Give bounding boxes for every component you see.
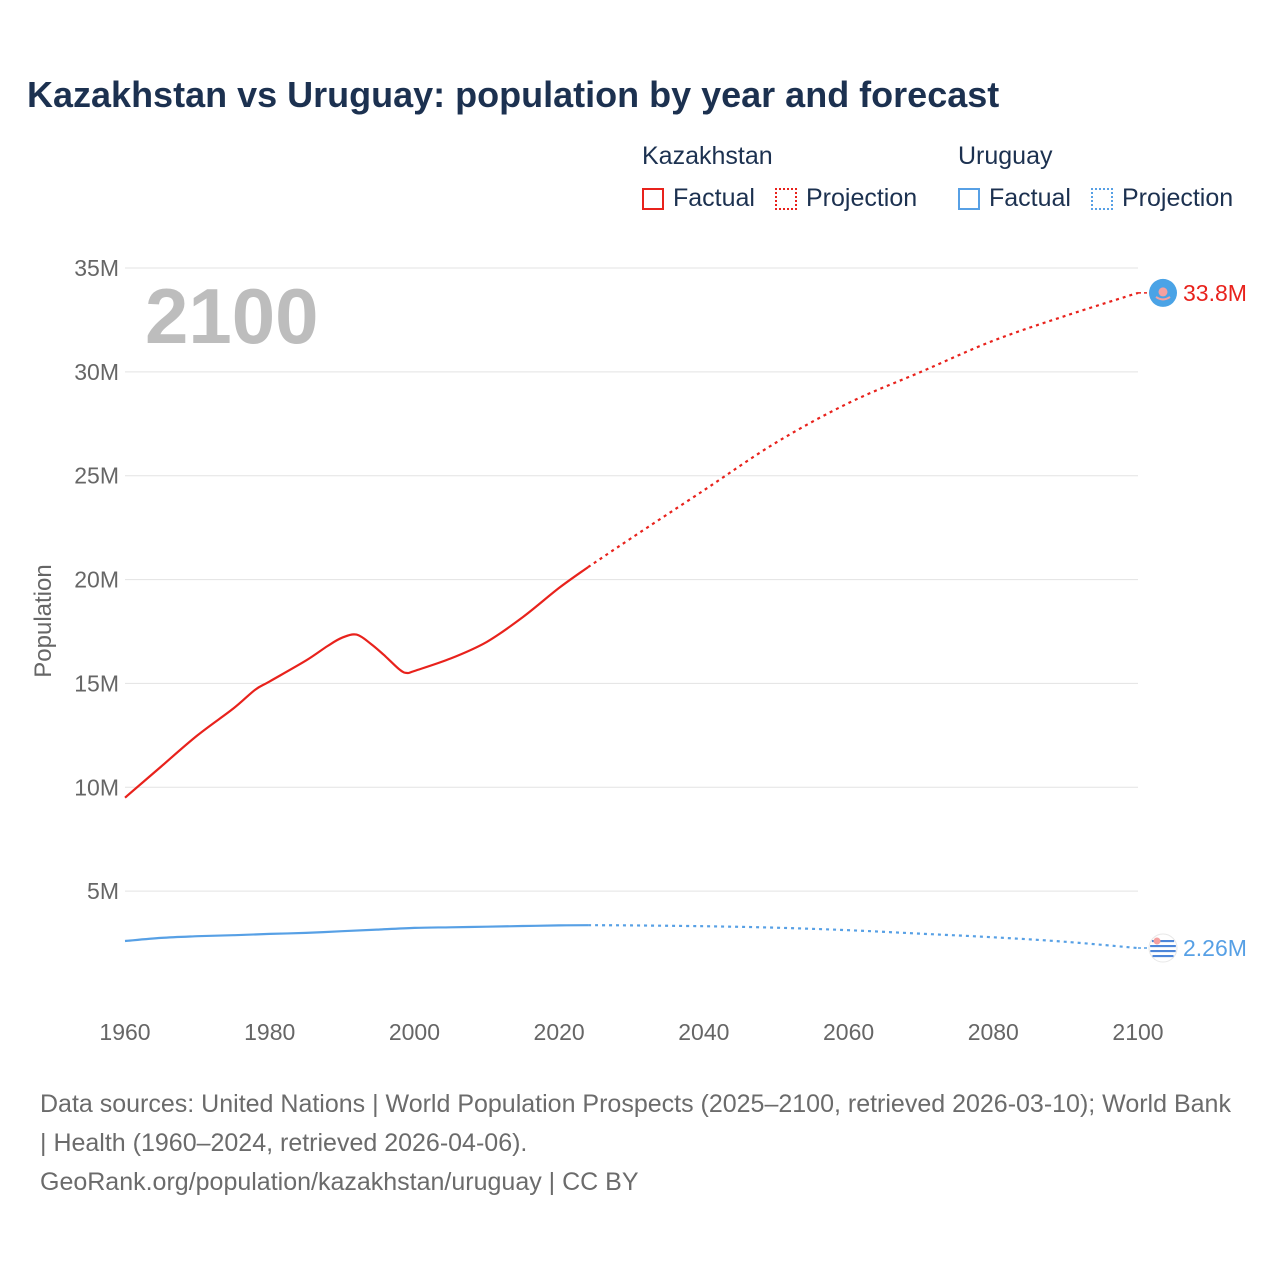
x-tick-label: 2100 [1112,1019,1163,1045]
x-tick-label: 2080 [968,1019,1019,1045]
series-uruguay-factual [124,924,589,943]
legend-item-factual[interactable]: Factual [958,184,1071,213]
legend-swatch-dotted [775,187,797,210]
flag-background [1148,933,1178,963]
flag-sun [1158,287,1168,297]
flag-eagle [1155,296,1171,301]
x-tick-label: 2040 [678,1019,729,1045]
credit-link[interactable]: GeoRank.org/population/kazakhstan/urugua… [40,1168,639,1196]
x-tick-label: 2000 [389,1019,440,1045]
y-tick-label: 30M [74,359,119,385]
legend-group-title: Uruguay [958,142,1053,170]
legend-swatch-dotted [1091,187,1113,210]
legend-item-label: Projection [806,184,918,212]
x-tick-label: 2060 [823,1019,874,1045]
legend-swatch-solid [642,187,664,210]
x-tick-label: 2020 [534,1019,585,1045]
end-value-label-kazakhstan: 33.8M [1183,280,1247,306]
flag-sun [1153,937,1161,945]
series-kazakhstan-projection [587,291,1139,569]
legend-item-projection[interactable]: Projection [1091,184,1233,213]
end-value-label-uruguay: 2.26M [1183,935,1247,961]
y-tick-label: 35M [74,255,119,281]
y-tick-label: 20M [74,567,119,593]
legend-item-label: Factual [673,184,755,212]
chart-title: Kazakhstan vs Uruguay: population by yea… [27,74,1000,115]
legend-item-label: Projection [1122,184,1234,212]
series [124,291,1139,950]
legend-item-projection[interactable]: Projection [775,184,917,213]
current-year-badge: 2100 [145,272,319,360]
legend-swatch-solid [958,187,980,210]
gridlines [125,267,1138,892]
legend-item-factual[interactable]: Factual [642,184,755,213]
series-kazakhstan-factual [124,566,589,799]
series-uruguay-projection [588,924,1139,950]
data-sources-note: Data sources: United Nations | World Pop… [40,1090,1231,1157]
footer: Data sources: United Nations | World Pop… [40,1085,1240,1202]
y-axis-title: Population [30,564,57,677]
x-tick-label: 1960 [99,1019,150,1045]
y-tick-label: 15M [74,670,119,696]
y-tick-label: 25M [74,463,119,489]
x-tick-label: 1980 [244,1019,295,1045]
y-tick-label: 5M [87,878,119,904]
axes: 5M 10M 15M 20M 25M 30M 35M 1960 1980 2000 2020 2040… [74,255,1163,1045]
legend-item-label: Factual [989,184,1071,212]
y-tick-label: 10M [74,774,119,800]
flag-kazakhstan-icon [1149,278,1177,307]
legend-group-title: Kazakhstan [642,142,773,170]
end-markers: 33.8M 2.26M [1138,278,1247,963]
flag-uruguay-icon [1148,933,1178,963]
